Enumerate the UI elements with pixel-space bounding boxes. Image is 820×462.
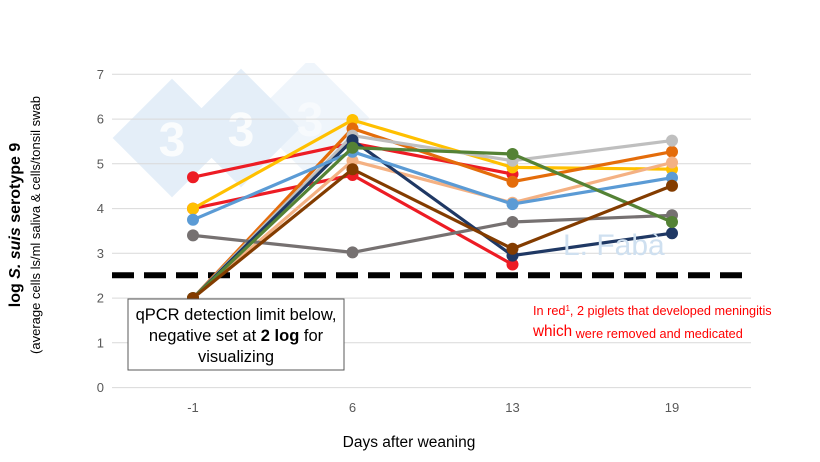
svg-text:2: 2: [97, 291, 104, 306]
svg-text:5: 5: [97, 156, 104, 171]
svg-text:negative set at 2 log for: negative set at 2 log for: [149, 327, 324, 345]
svg-text:7: 7: [97, 67, 104, 82]
svg-text:1: 1: [97, 335, 104, 350]
svg-text:3: 3: [159, 114, 186, 167]
svg-text:qPCR detection limit below,: qPCR detection limit below,: [136, 306, 337, 324]
svg-text:3: 3: [97, 246, 104, 261]
svg-text:6: 6: [97, 112, 104, 127]
svg-text:4: 4: [97, 201, 104, 216]
svg-text:log S. suis serotype 9: log S. suis serotype 9: [7, 143, 24, 308]
svg-text:3: 3: [228, 104, 255, 157]
svg-text:6: 6: [349, 400, 356, 415]
svg-text:(average cells ls/ml saliva &: (average cells ls/ml saliva & cells/tons…: [28, 96, 43, 354]
svg-text:Days after weaning: Days after weaning: [343, 434, 476, 451]
svg-text:13: 13: [505, 400, 519, 415]
svg-text:19: 19: [665, 400, 679, 415]
svg-text:visualizing: visualizing: [198, 348, 274, 366]
svg-text:-1: -1: [187, 400, 199, 415]
svg-text:0: 0: [97, 380, 104, 395]
svg-text:L. Fabà: L. Fabà: [563, 229, 665, 262]
